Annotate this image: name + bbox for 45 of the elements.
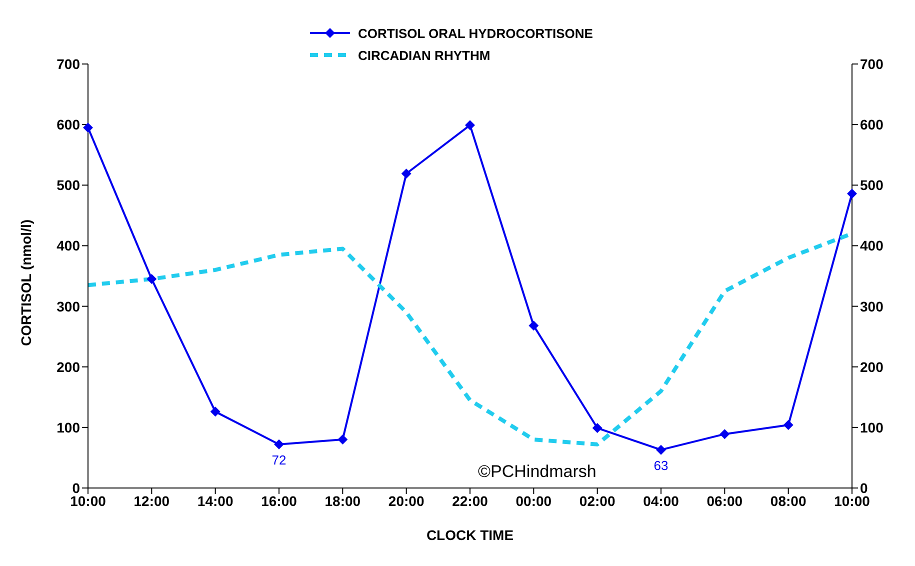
x-tick-label: 08:00: [770, 492, 806, 509]
point: [783, 420, 794, 430]
point: [720, 429, 730, 440]
annotation: ©PCHindmarsh: [478, 462, 596, 482]
y2-tick-label: 500: [860, 177, 884, 194]
x-tick-label: 16:00: [261, 492, 298, 509]
point: [592, 423, 602, 434]
y-tick-label: 300: [56, 298, 80, 314]
legend-label: CORTISOL ORAL HYDROCORTISONE: [358, 26, 593, 40]
x-tick-label: 20:00: [388, 492, 424, 509]
y-tick-label: 600: [56, 116, 80, 133]
y2-tick-label: 600: [860, 116, 884, 133]
point: [83, 122, 93, 133]
data-label: 63: [654, 458, 668, 473]
x-tick-label: 00:00: [516, 492, 552, 509]
y-tick-label: 400: [56, 238, 80, 254]
x-tick-label: 12:00: [134, 492, 170, 509]
point: [274, 439, 284, 450]
point: [847, 188, 857, 199]
point: [338, 434, 348, 445]
y2-tick-label: 400: [860, 238, 884, 254]
y2-tick-label: 700: [860, 56, 884, 72]
x-tick-label: 14:00: [197, 492, 234, 509]
x-tick-label: 02:00: [579, 492, 616, 509]
y-axis-title: CORTISOL (nmol/l): [18, 219, 34, 346]
data-label: 72: [272, 452, 286, 468]
point: [465, 120, 475, 130]
x-tick-label: 22:00: [452, 492, 488, 509]
y-tick-label: 100: [56, 419, 80, 436]
point: [210, 406, 220, 417]
x-tick-label: 06:00: [706, 492, 743, 509]
point: [146, 274, 157, 284]
y-tick-label: 200: [56, 358, 80, 375]
point: [401, 168, 412, 179]
point: [528, 320, 539, 331]
y2-tick-label: 200: [860, 358, 884, 375]
y-tick-label: 700: [56, 56, 80, 72]
y2-tick-label: 100: [860, 419, 884, 436]
x-tick-label: 18:00: [324, 492, 361, 509]
y2-tick-label: 300: [860, 298, 884, 314]
x-tick-label: 04:00: [643, 492, 680, 509]
x-axis-title: CLOCK TIME: [426, 527, 514, 543]
point: [656, 444, 666, 455]
legend-label: CIRCADIAN RHYTHM: [358, 48, 490, 62]
y-tick-label: 500: [56, 177, 80, 194]
